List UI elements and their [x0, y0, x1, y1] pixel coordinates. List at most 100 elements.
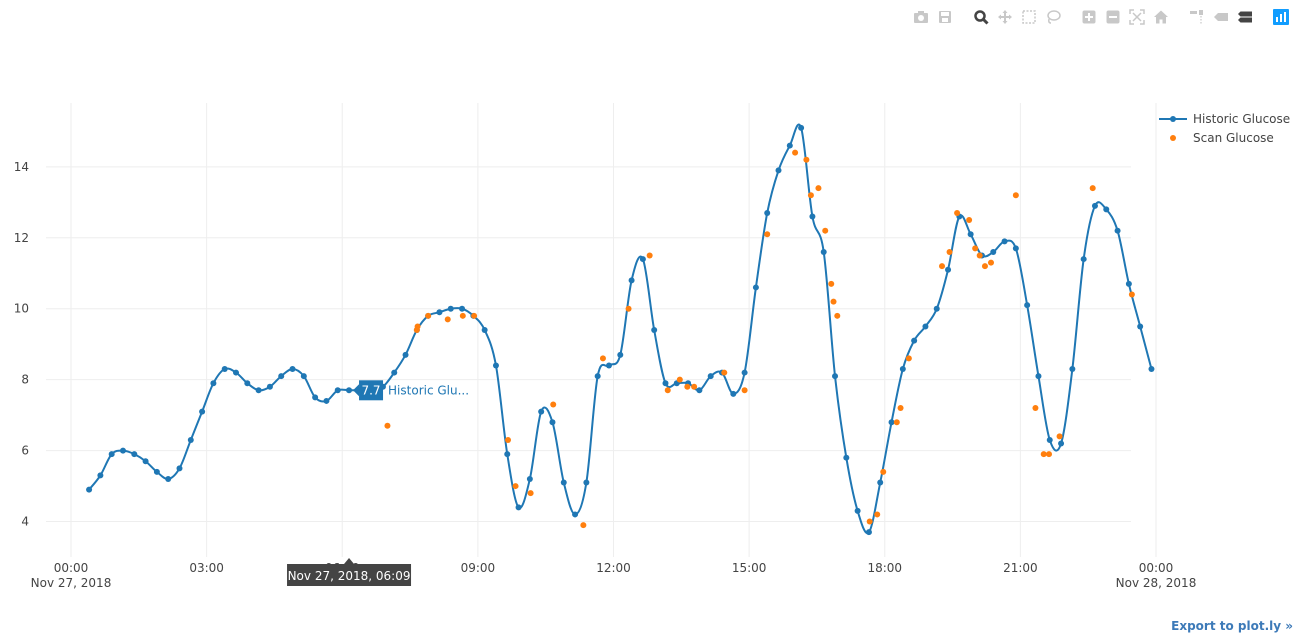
historic-glucose-point [459, 305, 466, 312]
historic-glucose-point [199, 408, 206, 415]
legend-historic-label: Historic Glucose [1193, 112, 1290, 126]
scan-glucose-point [505, 436, 512, 443]
scan-glucose-point [459, 312, 466, 319]
save-icon [939, 11, 951, 23]
scan-glucose-point [1012, 192, 1019, 199]
historic-glucose-point [617, 351, 624, 358]
x-tick-label: 09:00 [461, 561, 496, 575]
historic-glucose-point [97, 472, 104, 479]
lasso-button[interactable] [1041, 6, 1065, 28]
lasso-icon [1047, 10, 1061, 24]
historic-glucose-point [560, 479, 567, 486]
scan-glucose-point [444, 316, 451, 323]
pan-icon [998, 10, 1012, 24]
scan-glucose-point [946, 248, 953, 255]
historic-glucose-point [1137, 323, 1144, 330]
scan-glucose-point [822, 227, 829, 234]
autoscale-icon [1129, 9, 1145, 25]
scan-glucose-point [676, 376, 683, 383]
zoom-button[interactable] [969, 6, 993, 28]
historic-glucose-point [210, 380, 217, 387]
scan-glucose-point [646, 252, 653, 259]
historic-glucose-point [651, 327, 658, 333]
historic-glucose-point [300, 373, 307, 380]
hover-compare-icon [1238, 11, 1252, 23]
modebar [897, 6, 1293, 28]
x-tick-label: 12:00 [596, 561, 631, 575]
scan-glucose-point [880, 468, 887, 475]
historic-glucose-point [526, 475, 533, 482]
scan-glucose-point [803, 156, 810, 163]
historic-glucose-point [402, 351, 409, 358]
scan-glucose-point [987, 259, 994, 266]
scan-glucose-point [1046, 451, 1053, 458]
historic-glucose-point [605, 362, 612, 369]
hover-closest-button[interactable] [1209, 6, 1233, 28]
save-button[interactable] [933, 6, 957, 28]
scan-glucose-point [580, 522, 587, 529]
historic-glucose-point [187, 436, 194, 443]
box-select-button[interactable] [1017, 6, 1041, 28]
historic-glucose-point [945, 266, 952, 273]
scan-glucose-point [741, 387, 748, 394]
historic-glucose-point [323, 397, 330, 404]
legend[interactable]: Historic Glucose Scan Glucose [1159, 112, 1290, 145]
historic-glucose-point [244, 380, 251, 387]
hover-compare-button[interactable] [1233, 6, 1257, 28]
pan-button[interactable] [993, 6, 1017, 28]
plot-area[interactable] [86, 123, 1155, 536]
scan-glucose-point [471, 312, 478, 319]
scan-glucose-point [625, 305, 632, 312]
x-tick-sublabel: Nov 28, 2018 [1116, 576, 1197, 590]
legend-scan-label: Scan Glucose [1193, 131, 1274, 145]
historic-glucose-point [255, 387, 262, 394]
scan-glucose-point [691, 383, 698, 390]
historic-glucose-point [628, 277, 635, 284]
y-tick-label: 4 [21, 515, 29, 529]
scan-glucose-point [830, 298, 837, 305]
x-tick-label: 00:00 [1139, 561, 1174, 575]
camera-button[interactable] [909, 6, 933, 28]
x-tick-sublabel: Nov 27, 2018 [31, 576, 112, 590]
plotly-logo-icon [1273, 9, 1289, 25]
home-button[interactable] [1149, 6, 1173, 28]
historic-glucose-point [594, 373, 601, 380]
scan-glucose-point [1032, 405, 1039, 412]
scan-glucose-point [721, 369, 728, 376]
historic-glucose-point [854, 507, 861, 514]
scan-glucose-point [684, 383, 691, 390]
camera-icon [914, 11, 928, 23]
spike-lines-button[interactable] [1185, 6, 1209, 28]
autoscale-button[interactable] [1125, 6, 1149, 28]
historic-glucose-point [119, 447, 126, 454]
box-select-icon [1022, 10, 1036, 24]
historic-glucose-point [1058, 440, 1065, 447]
value-hover-label-box [359, 380, 384, 401]
hover-layer: Nov 27, 2018, 06:09 7.7 Historic Glu... [287, 380, 469, 586]
scan-glucose-point [897, 405, 904, 412]
scan-glucose-point [527, 490, 534, 497]
historic-glucose-point [515, 504, 522, 511]
historic-glucose-point [1080, 256, 1087, 263]
zoom-out-button[interactable] [1101, 6, 1125, 28]
zoom-in-button[interactable] [1077, 6, 1101, 28]
x-tick-label: 15:00 [732, 561, 767, 575]
spike-lines-icon [1190, 10, 1203, 24]
series-hover-label-text: Historic Glu... [388, 383, 469, 397]
scan-glucose-point [414, 323, 421, 330]
scan-glucose-point [905, 355, 912, 362]
historic-glucose-point [832, 373, 839, 380]
scan-glucose-point [1040, 451, 1047, 458]
y-tick-label: 6 [21, 444, 29, 458]
legend-historic-marker [1170, 116, 1176, 122]
historic-glucose-point [447, 305, 454, 312]
export-to-plotly-link[interactable]: Export to plot.ly » [1171, 619, 1293, 633]
historic-glucose-point [312, 394, 319, 401]
scan-glucose-point [550, 401, 557, 408]
historic-glucose-point [911, 337, 918, 344]
scan-glucose-point [828, 280, 835, 287]
historic-glucose-point [1046, 436, 1053, 443]
historic-glucose-point [741, 369, 748, 376]
historic-glucose-point [933, 305, 940, 312]
plotly-logo-button[interactable] [1269, 6, 1293, 28]
